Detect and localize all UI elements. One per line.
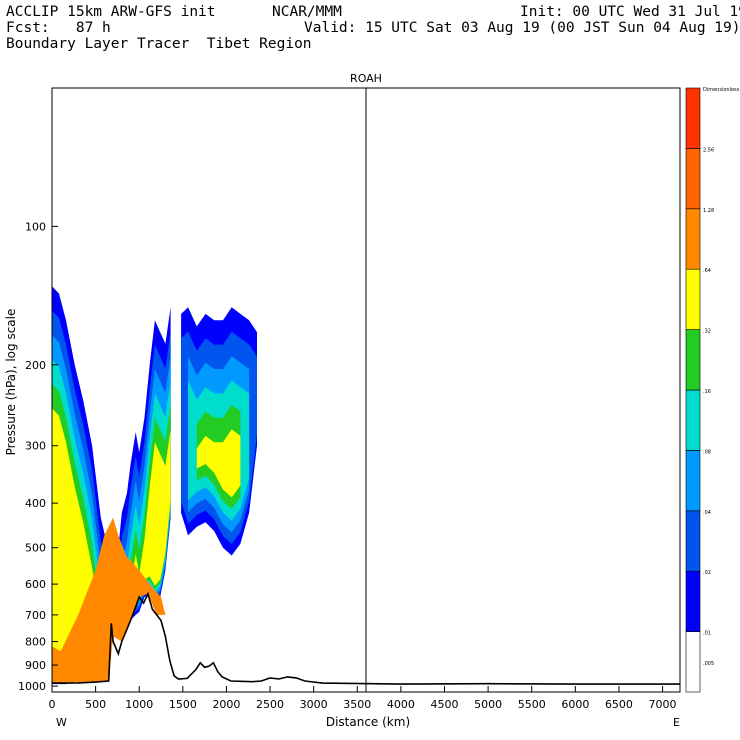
chart-title: ROAH bbox=[350, 72, 382, 85]
colorbar-swatch-8 bbox=[685, 148, 701, 210]
valid-label: Valid: 15 UTC Sat 03 Aug 19 (00 JST Sun … bbox=[304, 20, 740, 36]
x-tick-label-0: 0 bbox=[49, 698, 56, 711]
y-tick-label-900: 900 bbox=[25, 659, 46, 672]
x-tick-label-3000: 3000 bbox=[300, 698, 328, 711]
x-tick-label-6000: 6000 bbox=[561, 698, 589, 711]
init-label: Init: 00 UTC Wed 31 Jul 19 bbox=[520, 4, 740, 20]
org-label: NCAR/MMM bbox=[272, 4, 342, 20]
plume-core-orange bbox=[52, 517, 166, 684]
x-axis-left-end: W bbox=[56, 716, 67, 729]
x-tick-label-1000: 1000 bbox=[125, 698, 153, 711]
y-tick-label-800: 800 bbox=[25, 636, 46, 649]
y-tick-label-100: 100 bbox=[25, 220, 46, 233]
x-tick-label-2000: 2000 bbox=[212, 698, 240, 711]
terrain-line bbox=[51, 591, 680, 685]
colorbar-swatch-5 bbox=[685, 329, 701, 391]
colorbar-swatch-6 bbox=[685, 268, 701, 330]
colorbar: Dimensionless 2.56 1.28 .64 .32 .16 .08 .04 .02.… bbox=[685, 87, 740, 693]
x-axis-right-end: E bbox=[673, 716, 680, 729]
colorbar-label-5: .16 bbox=[703, 389, 711, 395]
y-tick-label-600: 600 bbox=[25, 578, 46, 591]
model-label: ACCLIP 15km ARW-GFS init bbox=[6, 4, 216, 20]
colorbar-swatch-4 bbox=[685, 389, 701, 451]
x-tick-label-7000: 7000 bbox=[649, 698, 677, 711]
x-tick-label-5000: 5000 bbox=[474, 698, 502, 711]
colorbar-swatch-2 bbox=[685, 510, 701, 572]
product-label: Boundary Layer Tracer Tibet Region bbox=[6, 36, 312, 52]
y-tick-label-500: 500 bbox=[25, 542, 46, 555]
tracer-plume bbox=[51, 286, 680, 685]
fcst-label: Fcst: 87 h bbox=[6, 20, 111, 36]
plume-east-level-6 bbox=[196, 429, 241, 498]
colorbar-swatch-0 bbox=[685, 631, 701, 693]
x-tick-label-4500: 4500 bbox=[431, 698, 459, 711]
y-tick-label-400: 400 bbox=[25, 497, 46, 510]
colorbar-label-10: .005 bbox=[703, 661, 714, 667]
x-tick-label-1500: 1500 bbox=[169, 698, 197, 711]
colorbar-label-9: .01 bbox=[703, 631, 711, 637]
x-tick-label-2500: 2500 bbox=[256, 698, 284, 711]
colorbar-swatch-1 bbox=[685, 570, 701, 632]
colorbar-swatch-3 bbox=[685, 450, 701, 512]
x-axis-label: Distance (km) bbox=[326, 715, 410, 729]
colorbar-swatch-7 bbox=[685, 208, 701, 270]
x-tick-label-5500: 5500 bbox=[518, 698, 546, 711]
colorbar-swatch-9 bbox=[685, 87, 701, 149]
y-tick-label-1000: 1000 bbox=[18, 680, 46, 693]
colorbar-label-8: .02 bbox=[703, 570, 711, 576]
y-tick-label-200: 200 bbox=[25, 359, 46, 372]
x-tick-label-500: 500 bbox=[85, 698, 106, 711]
colorbar-label-1: 2.56 bbox=[703, 147, 714, 153]
x-tick-label-3500: 3500 bbox=[343, 698, 371, 711]
y-tick-label-300: 300 bbox=[25, 440, 46, 453]
y-axis-label: Pressure (hPa), log scale bbox=[4, 309, 18, 456]
colorbar-label-3: .64 bbox=[703, 268, 711, 274]
axes: 0 500 1000 1500 2000 2500 3000 3500 4000 4500 5000… bbox=[18, 87, 681, 711]
plume-west-level-6 bbox=[52, 408, 171, 667]
colorbar-label-0: Dimensionless bbox=[703, 87, 740, 93]
colorbar-label-6: .08 bbox=[703, 449, 711, 455]
x-tick-label-4000: 4000 bbox=[387, 698, 415, 711]
y-tick-label-700: 700 bbox=[25, 609, 46, 622]
x-tick-label-6500: 6500 bbox=[605, 698, 633, 711]
colorbar-label-7: .04 bbox=[703, 510, 711, 516]
colorbar-label-4: .32 bbox=[703, 329, 711, 335]
colorbar-label-2: 1.28 bbox=[703, 208, 714, 214]
